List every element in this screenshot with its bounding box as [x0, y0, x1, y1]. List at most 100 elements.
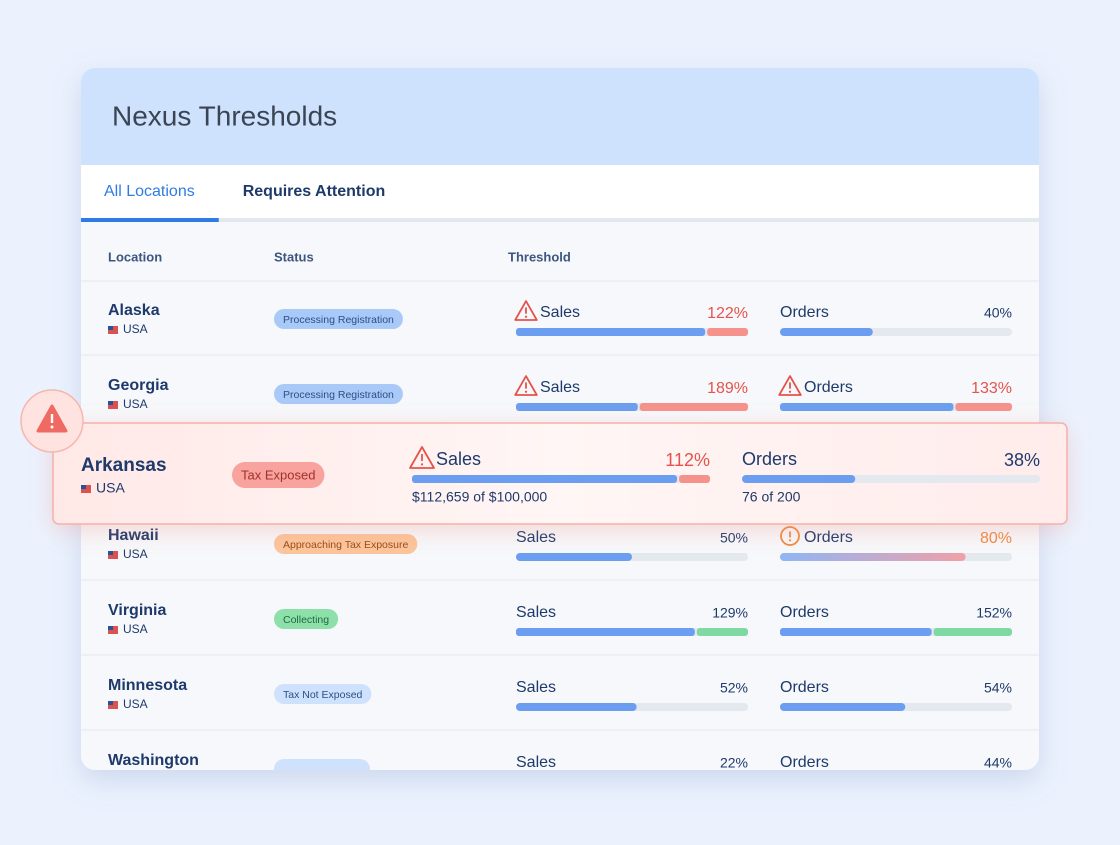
- column-header: Status: [274, 249, 314, 264]
- metric-value: 54%: [984, 680, 1012, 696]
- warning-icon: [514, 375, 538, 396]
- flag: [81, 485, 86, 489]
- warning-icon: [778, 375, 802, 396]
- metric-name: Orders: [780, 604, 829, 621]
- metric-name: Sales: [516, 754, 556, 771]
- bar: [742, 475, 856, 483]
- metric-name: Sales: [540, 304, 580, 321]
- metric-name: Orders: [780, 679, 829, 696]
- bar: [516, 328, 706, 336]
- metric-name: Orders: [780, 304, 829, 321]
- status-pill: [274, 759, 370, 770]
- location: Virginia: [108, 602, 166, 619]
- warning-icon: [524, 315, 528, 318]
- metric-name: Sales: [516, 529, 556, 546]
- tab[interactable]: All Locations: [104, 183, 195, 200]
- bar: [516, 628, 695, 636]
- tabs-bg: [81, 165, 1039, 220]
- flag: [108, 551, 113, 555]
- bar-track: [516, 778, 748, 786]
- warning-icon: [788, 390, 792, 393]
- metric-value: 50%: [720, 530, 748, 546]
- bar-overflow: [696, 628, 748, 636]
- metric-name: Orders: [804, 379, 853, 396]
- warning-icon: [420, 463, 424, 466]
- card: [81, 68, 1039, 770]
- metric-value: 133%: [971, 380, 1012, 397]
- caution-icon: [780, 526, 800, 546]
- card-body: Nexus Thresholds Location Status Thresho…: [81, 68, 1039, 786]
- metric-name: Sales: [436, 449, 481, 469]
- metric-detail: 76 of 200: [742, 489, 801, 505]
- metric-name: Sales: [540, 379, 580, 396]
- bar: [780, 403, 954, 411]
- status-label: Tax Exposed: [241, 467, 315, 482]
- flag: [108, 776, 113, 780]
- location: Georgia: [108, 377, 169, 394]
- status-label: Collecting: [283, 614, 329, 626]
- bar-track: [780, 778, 1012, 786]
- bar: [516, 553, 632, 561]
- metric-value: 80%: [980, 530, 1012, 547]
- metric-value: 22%: [720, 755, 748, 771]
- metric-value: 122%: [707, 305, 748, 322]
- bar: [516, 403, 638, 411]
- bar: [780, 553, 966, 561]
- status-label: Tax Not Exposed: [283, 689, 363, 701]
- country: USA: [123, 697, 148, 711]
- metric-name: Orders: [804, 529, 853, 546]
- metric-value: 112%: [665, 450, 710, 470]
- bar: [780, 703, 906, 711]
- tab-indicator: [81, 218, 219, 222]
- metric-name: Sales: [516, 679, 556, 696]
- warning-icon: [524, 390, 528, 393]
- status-label: Processing Registration: [283, 314, 394, 326]
- flag: [108, 701, 113, 705]
- country: USA: [123, 547, 148, 561]
- flag: [108, 326, 113, 330]
- status-label: Approaching Tax Exposure: [283, 539, 408, 551]
- metric-value: 189%: [707, 380, 748, 397]
- country: USA: [123, 322, 148, 336]
- country: USA: [123, 397, 148, 411]
- metric-value: 52%: [720, 680, 748, 696]
- warning-icon: [514, 300, 538, 321]
- bar-overflow: [679, 475, 710, 483]
- metric-name: Orders: [780, 754, 829, 771]
- bar: [780, 778, 882, 786]
- bar-overflow: [639, 403, 748, 411]
- warning-icon: [409, 446, 435, 469]
- location: Minnesota: [108, 677, 187, 694]
- location: Arkansas: [81, 455, 167, 476]
- column-header: Threshold: [508, 249, 571, 264]
- metric-name: Orders: [742, 449, 797, 469]
- bar: [780, 628, 932, 636]
- flag: [108, 776, 118, 784]
- bar: [516, 778, 567, 786]
- flag: [108, 626, 113, 630]
- location: Hawaii: [108, 527, 159, 544]
- metric-value: 152%: [976, 605, 1012, 621]
- status-pill: [232, 462, 325, 488]
- bar-overflow: [955, 403, 1012, 411]
- metric-value: 44%: [984, 755, 1012, 771]
- metric-detail: $112,659 of $100,000: [412, 489, 547, 505]
- caution-icon: [788, 539, 792, 542]
- tab[interactable]: Requires Attention: [243, 183, 386, 200]
- flag: [108, 401, 113, 405]
- metric-value: 129%: [712, 605, 748, 621]
- status-pill: [274, 384, 403, 404]
- status-pill: [274, 684, 372, 704]
- location: Alaska: [108, 302, 160, 319]
- country: USA: [123, 622, 148, 636]
- metric-name: Sales: [516, 604, 556, 621]
- header-bg: [81, 68, 1039, 165]
- overlay: Arkansas USA Tax Exposed Sales 112% $112,659 …: [20, 389, 1068, 525]
- status-pill: [274, 534, 418, 554]
- metric-value: 38%: [1004, 450, 1040, 470]
- location: Washington: [108, 752, 199, 769]
- bar: [412, 475, 678, 483]
- alert-badge-icon: [50, 425, 54, 429]
